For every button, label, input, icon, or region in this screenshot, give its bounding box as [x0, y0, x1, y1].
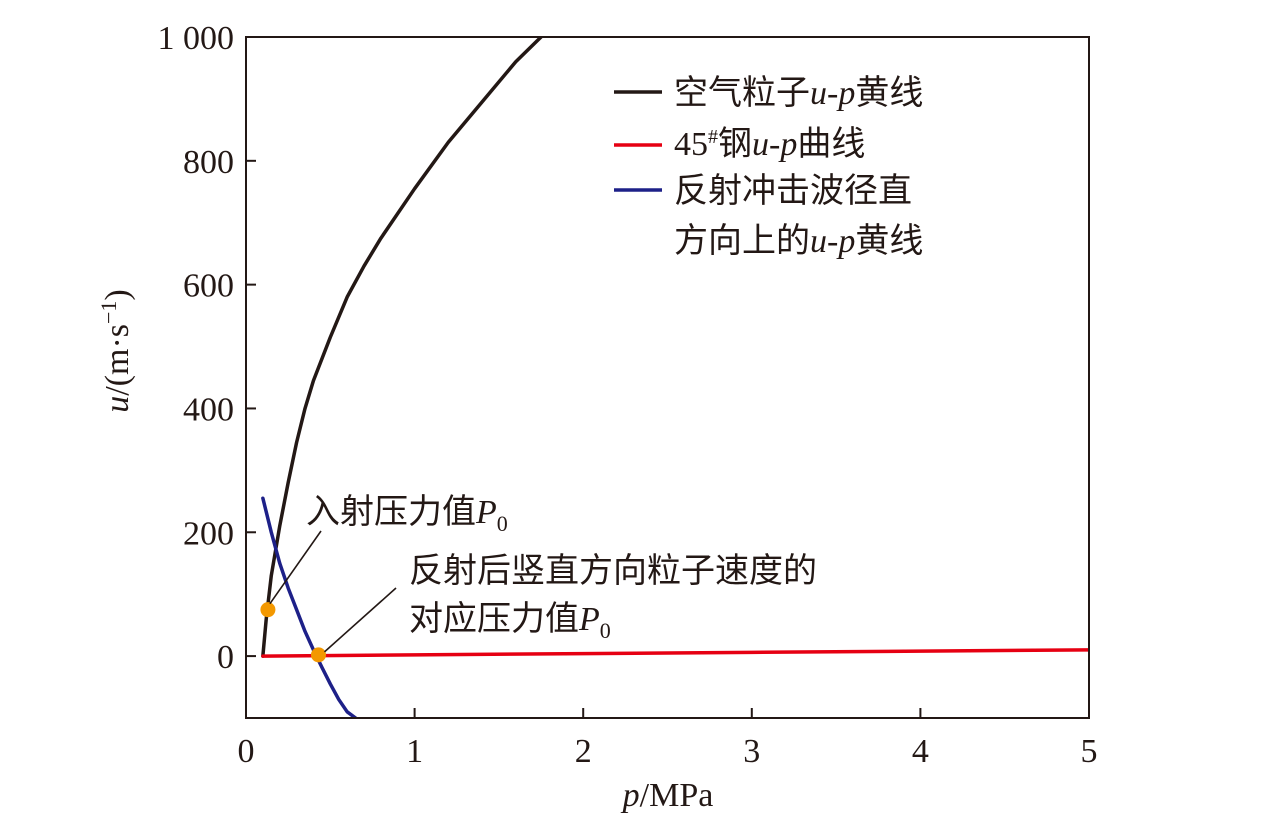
y-axis-var: u [99, 396, 136, 413]
annotation-text-2: 对应压力值P0 [409, 600, 611, 643]
series-line-1 [261, 37, 543, 658]
ticks-layer: 0 1 2 3 4 5 0 200 400 600 800 1 000 [158, 20, 1098, 770]
y-axis-exponent: −1 [96, 301, 121, 324]
y-tick-label: 800 [183, 144, 234, 181]
x-axis-title: p/MPa [621, 777, 714, 814]
legend-label-3: 反射冲击波径直 [674, 172, 912, 210]
legend-label-2: 45#钢u-p曲线 [674, 125, 865, 163]
x-tick-label: 3 [743, 733, 760, 770]
series-line-2 [261, 648, 1089, 658]
series-layer [261, 37, 1089, 718]
annotation-leader-1 [269, 530, 322, 605]
x-tick-label: 1 [406, 733, 423, 770]
annotation-text-2: 反射后竖直方向粒子速度的 [409, 552, 817, 590]
y-axis-title: u/(m·s−1) [96, 289, 137, 413]
annotation-text-1: 入射压力值P0 [306, 493, 508, 536]
y-tick-label: 1 000 [158, 20, 235, 57]
x-axis-var: p [621, 777, 640, 814]
y-axis-close: ) [99, 289, 136, 300]
legend-label-1: 空气粒子u-p黄线 [674, 74, 923, 112]
x-tick-label: 0 [238, 733, 255, 770]
x-axis-unit: /MPa [640, 777, 714, 814]
legend-label-3-cont: 方向上的u-p黄线 [674, 222, 923, 260]
x-tick-label: 2 [575, 733, 592, 770]
y-tick-label: 0 [217, 639, 234, 676]
intersection-marker-1 [260, 602, 276, 618]
y-axis-unit: /(m·s [99, 324, 136, 396]
y-tick-label: 400 [183, 391, 234, 428]
x-tick-label: 4 [912, 733, 929, 770]
marker-layer [260, 602, 326, 663]
annotation-leader-2 [323, 587, 397, 653]
intersection-marker-2 [310, 647, 326, 663]
y-tick-label: 600 [183, 268, 234, 305]
series-line-3 [261, 496, 358, 718]
y-tick-label: 200 [183, 515, 234, 552]
x-tick-label: 5 [1081, 733, 1098, 770]
plot-frame [245, 36, 1090, 719]
